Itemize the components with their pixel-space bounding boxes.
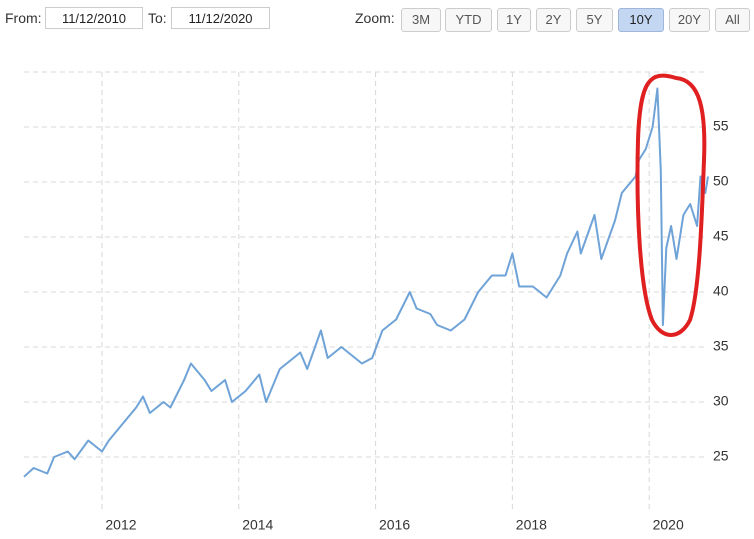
y-tick-label: 30 bbox=[713, 393, 729, 409]
highlight-circle bbox=[635, 73, 707, 337]
to-label: To: bbox=[148, 10, 167, 26]
zoom-button[interactable]: YTD bbox=[445, 8, 492, 32]
x-tick-label: 2020 bbox=[653, 517, 684, 533]
to-input[interactable]: 11/12/2020 bbox=[171, 7, 270, 29]
from-label: From: bbox=[5, 10, 42, 26]
zoom-button[interactable]: 20Y bbox=[669, 8, 710, 32]
y-tick-label: 50 bbox=[713, 173, 729, 189]
y-tick-label: 35 bbox=[713, 338, 729, 354]
y-tick-label: 55 bbox=[713, 118, 729, 134]
y-tick-label: 40 bbox=[713, 283, 729, 299]
zoom-button[interactable]: 3M bbox=[401, 8, 441, 32]
zoom-label: Zoom: bbox=[355, 10, 395, 26]
zoom-button[interactable]: 1Y bbox=[497, 8, 531, 32]
price-line bbox=[23, 87, 709, 478]
zoom-button[interactable]: 10Y bbox=[618, 8, 664, 32]
y-tick-label: 45 bbox=[713, 228, 729, 244]
x-tick-label: 2014 bbox=[242, 517, 273, 533]
y-tick-label: 25 bbox=[713, 448, 729, 464]
zoom-button[interactable]: 5Y bbox=[576, 8, 613, 32]
x-tick-label: 2016 bbox=[379, 517, 410, 533]
plot-area: 25 30 35 40 45 50 55 2012 2014 2016 2018 2020 bbox=[23, 72, 729, 533]
zoom-button[interactable]: 2Y bbox=[536, 8, 571, 32]
x-tick-label: 2012 bbox=[105, 517, 136, 533]
zoom-button[interactable]: All bbox=[715, 8, 750, 32]
from-input[interactable]: 11/12/2010 bbox=[45, 7, 143, 29]
x-tick-label: 2018 bbox=[516, 517, 547, 533]
